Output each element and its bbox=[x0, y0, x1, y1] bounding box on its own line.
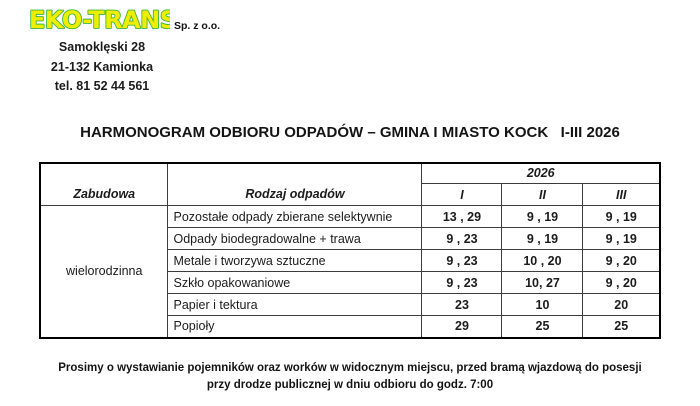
dates-cell-ii: 10, 27 bbox=[501, 271, 584, 294]
waste-schedule-table: Zabudowa Rodzaj odpadów 2026 I II III wi… bbox=[38, 161, 661, 339]
dates-cell-iii: 9 , 19 bbox=[582, 227, 661, 250]
dates-cell-ii: 10 bbox=[501, 293, 584, 316]
waste-type-cell: Papier i tektura bbox=[167, 293, 423, 316]
eko-trans-logo: EKO-TRANS bbox=[28, 5, 170, 34]
company-address: Samoklęski 28 21-132 Kamionka tel. 81 52… bbox=[23, 38, 181, 97]
dates-cell-ii: 10 , 20 bbox=[501, 249, 584, 272]
dates-cell-ii: 25 bbox=[501, 315, 584, 338]
waste-type-cell: Metale i tworzywa sztuczne bbox=[167, 249, 423, 272]
month-header-january: I bbox=[421, 183, 503, 206]
dates-cell-i: 9 , 23 bbox=[421, 271, 503, 294]
dates-cell-i: 23 bbox=[421, 293, 503, 316]
dates-cell-i: 29 bbox=[421, 315, 503, 338]
address-street: Samoklęski 28 bbox=[58, 40, 146, 54]
month-header-february: II bbox=[501, 183, 584, 206]
dates-cell-iii: 9 , 20 bbox=[582, 249, 661, 272]
waste-type-cell: Popioły bbox=[167, 315, 423, 338]
dates-cell-ii: 9 , 19 bbox=[501, 227, 584, 250]
dates-cell-ii: 9 , 19 bbox=[501, 205, 584, 228]
dates-cell-iii: 25 bbox=[582, 315, 661, 338]
dates-cell-i: 9 , 23 bbox=[421, 249, 503, 272]
logo-text: EKO-TRANS bbox=[29, 6, 170, 34]
column-header-rodzaj: Rodzaj odpadów bbox=[167, 162, 423, 206]
month-header-march: III bbox=[582, 183, 661, 206]
logo-row: EKO-TRANS Sp. z o.o. bbox=[0, 0, 700, 34]
building-type-cell: wielorodzinna bbox=[39, 205, 169, 338]
footer-line-2: przy drodze publicznej w dniu odbioru do… bbox=[206, 379, 494, 391]
waste-type-cell: Szkło opakowaniowe bbox=[167, 271, 423, 294]
dates-cell-iii: 9 , 20 bbox=[582, 271, 661, 294]
table-row: Popioły 29 25 25 bbox=[40, 315, 661, 338]
table-row: wielorodzinna Pozostałe odpady zbierane … bbox=[39, 205, 661, 338]
dates-cell-iii: 20 bbox=[582, 293, 661, 316]
table-row: Papier i tektura 23 10 20 bbox=[40, 293, 661, 316]
dates-cell-i: 9 , 23 bbox=[421, 227, 503, 250]
page-title: HARMONOGRAM ODBIORU ODPADÓW – GMINA I MI… bbox=[80, 123, 620, 141]
year-header: 2026 bbox=[421, 162, 661, 184]
address-city: 21-132 Kamionka bbox=[50, 59, 154, 74]
waste-type-cell: Pozostałe odpady zbierane selektywnie bbox=[167, 205, 423, 228]
address-phone: tel. 81 52 44 561 bbox=[54, 79, 150, 93]
footer-note: Prosimy o wystawianie pojemników oraz wo… bbox=[0, 360, 700, 395]
company-suffix: Sp. z o.o. bbox=[174, 20, 221, 32]
dates-cell-iii: 9 , 19 bbox=[582, 205, 661, 228]
header-row-year: Zabudowa Rodzaj odpadów 2026 bbox=[39, 162, 661, 206]
header-row-months: I II III bbox=[40, 183, 661, 206]
table-row: Odpady biodegradowalne + trawa 9 , 23 9 … bbox=[40, 227, 661, 250]
table-row: Szkło opakowaniowe 9 , 23 10, 27 9 , 20 bbox=[40, 271, 661, 294]
footer-line-1: Prosimy o wystawianie pojemników oraz wo… bbox=[58, 361, 642, 374]
waste-type-cell: Odpady biodegradowalne + trawa bbox=[167, 227, 423, 250]
document-header: EKO-TRANS Sp. z o.o. Samoklęski 28 21-13… bbox=[0, 0, 700, 97]
column-header-zabudowa: Zabudowa bbox=[39, 162, 169, 206]
dates-cell-i: 13 , 29 bbox=[421, 205, 503, 228]
